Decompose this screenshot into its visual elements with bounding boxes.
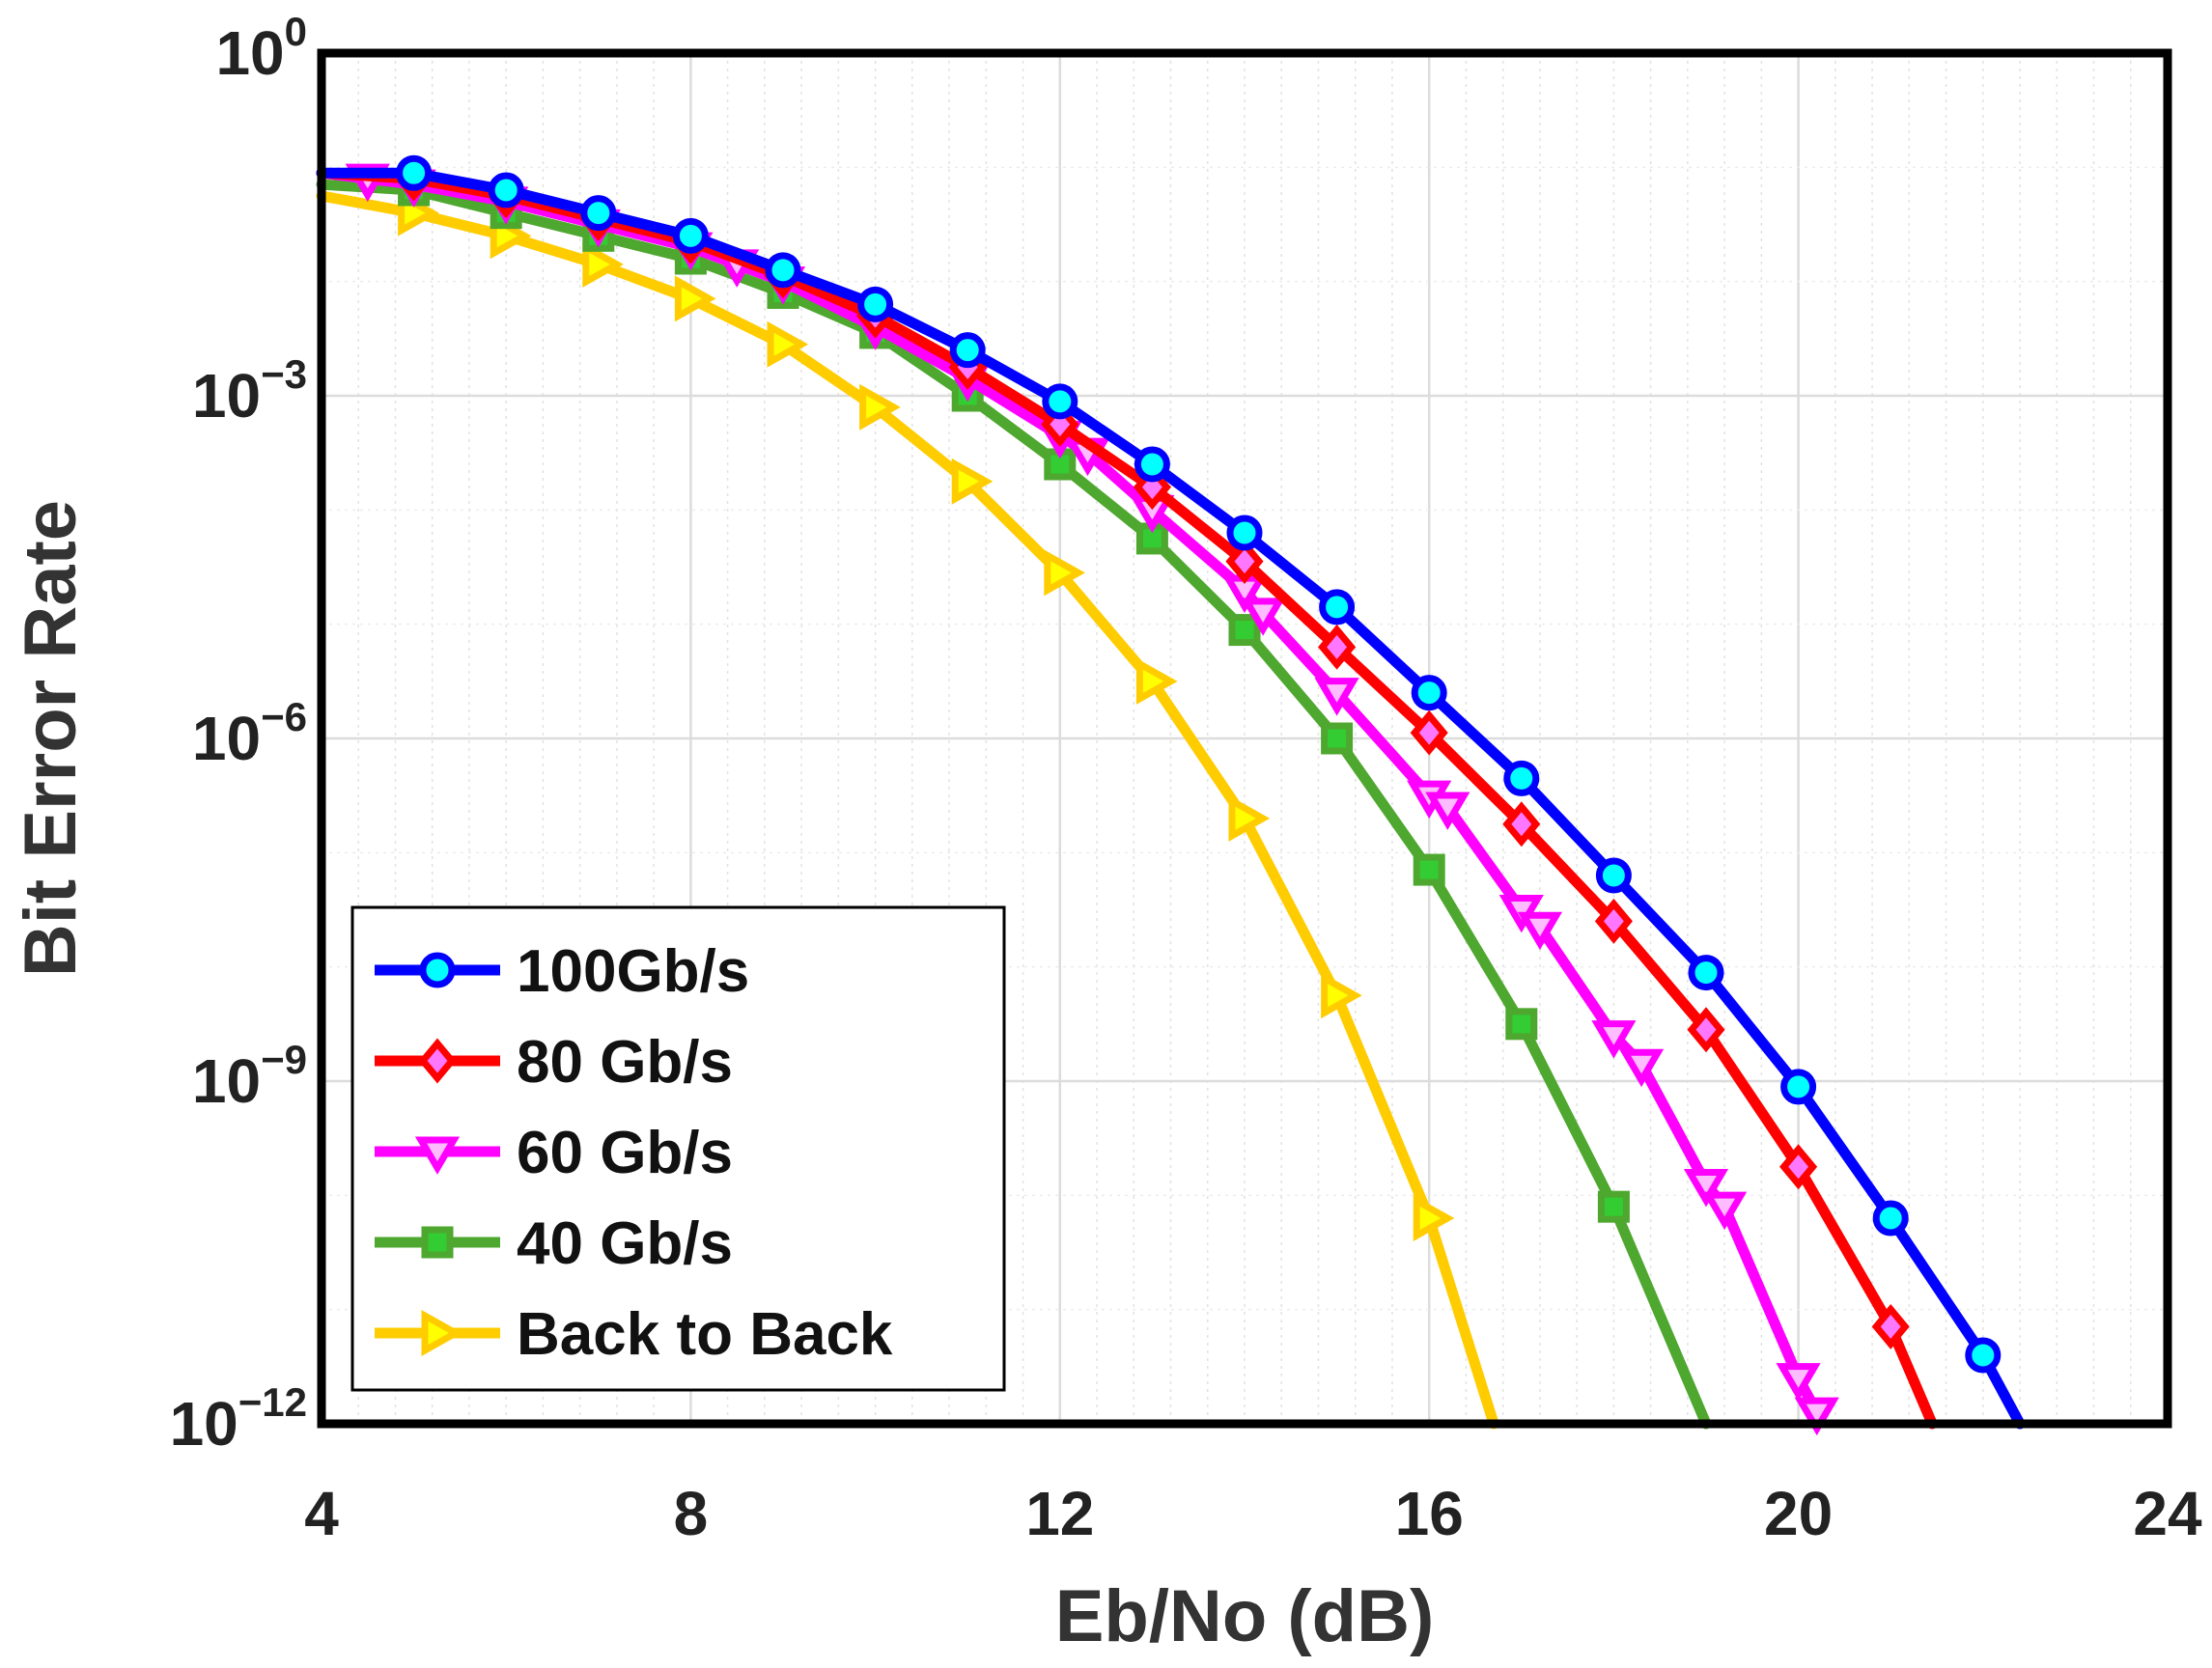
data-point <box>1780 1069 1817 1105</box>
data-point <box>949 332 986 369</box>
data-point <box>1687 1007 1725 1053</box>
data-point <box>1688 955 1724 991</box>
plot-frame <box>317 48 2172 1429</box>
data-point <box>488 172 524 208</box>
series-back-to-back <box>316 189 1499 1430</box>
legend-item: 40 Gb/s <box>375 1210 733 1277</box>
legend-marker <box>421 1226 454 1259</box>
data-point <box>1135 657 1178 705</box>
legend-marker <box>414 1136 461 1175</box>
data-point <box>1314 678 1359 716</box>
data-point <box>582 240 624 288</box>
data-point <box>765 252 801 289</box>
data-point <box>1413 1195 1455 1241</box>
data-point <box>1410 709 1448 756</box>
data-point <box>396 154 433 191</box>
legend-marker <box>419 952 456 988</box>
x-axis-title: Eb/No (dB) <box>1055 1575 1435 1657</box>
x-tick-label: 8 <box>674 1479 709 1548</box>
legend-label: 80 Gb/s <box>517 1029 733 1096</box>
data-point <box>857 286 894 322</box>
series-layer <box>316 154 2026 1436</box>
data-point <box>1042 383 1078 420</box>
legend-label: 40 Gb/s <box>517 1210 733 1277</box>
legend-marker <box>418 1038 457 1084</box>
data-point <box>1321 972 1362 1019</box>
data-point <box>1321 722 1354 755</box>
data-point <box>1965 1337 2002 1374</box>
data-point <box>1411 675 1447 711</box>
legend-item: 100Gb/s <box>375 938 749 1005</box>
legend-label: 60 Gb/s <box>517 1120 733 1186</box>
series-100gb-s <box>316 154 2026 1430</box>
data-point <box>767 320 809 368</box>
y-tick-label: 10−3 <box>192 351 307 431</box>
data-point <box>1776 1363 1821 1402</box>
legend-item: 60 Gb/s <box>375 1120 733 1186</box>
data-point <box>1319 589 1356 626</box>
series-line <box>316 179 1712 1430</box>
y-tick-label: 10−12 <box>170 1379 307 1459</box>
data-point <box>672 217 709 254</box>
data-point <box>1871 1303 1910 1349</box>
legend-label: Back to Back <box>517 1301 893 1368</box>
data-point <box>1228 614 1261 647</box>
data-point <box>1225 539 1264 585</box>
legend-item: 80 Gb/s <box>375 1029 733 1096</box>
data-point <box>1044 549 1085 597</box>
legend: 100Gb/s 80 Gb/s 60 Gb/s 40 Gb/s Back to … <box>350 905 1006 1392</box>
legend-item: Back to Back <box>375 1301 893 1368</box>
data-point <box>1594 898 1633 944</box>
data-point <box>1413 853 1445 886</box>
data-point <box>580 195 617 232</box>
data-point <box>1517 911 1563 951</box>
data-point <box>1318 624 1357 670</box>
data-point <box>1226 514 1263 551</box>
y-tick-label: 10−9 <box>192 1037 307 1116</box>
data-point <box>1505 1008 1538 1041</box>
data-point <box>1503 760 1540 796</box>
x-tick-label: 24 <box>2133 1479 2202 1548</box>
x-tick-label: 16 <box>1395 1479 1464 1548</box>
data-point <box>674 275 716 322</box>
data-point <box>1872 1200 1909 1237</box>
legend-label: 100Gb/s <box>517 938 749 1005</box>
data-point <box>1425 792 1470 830</box>
data-point <box>1618 1048 1665 1088</box>
data-point <box>1228 794 1271 842</box>
data-point <box>1241 598 1286 636</box>
x-tick-label: 4 <box>304 1479 339 1548</box>
data-point <box>951 458 994 505</box>
x-tick-label: 20 <box>1764 1479 1833 1548</box>
x-tick-labels: 4 8 12 16 20 24 <box>304 1479 2202 1548</box>
y-tick-labels: 100 10−3 10−6 10−9 10−12 <box>170 9 307 1459</box>
data-point <box>1683 1169 1729 1208</box>
data-point <box>1134 446 1170 483</box>
y-tick-label: 100 <box>215 9 307 88</box>
x-tick-label: 12 <box>1025 1479 1094 1548</box>
y-axis-title: Bit Error Rate <box>10 500 92 977</box>
legend-marker <box>421 1310 463 1356</box>
y-tick-label: 10−6 <box>192 694 307 773</box>
data-point <box>1597 1190 1630 1223</box>
data-point <box>1591 1020 1637 1059</box>
data-point <box>1779 1144 1818 1190</box>
data-point <box>1502 801 1541 848</box>
data-point <box>859 383 901 431</box>
data-point <box>1702 1191 1748 1231</box>
data-point <box>1595 857 1632 894</box>
data-point <box>1794 1397 1839 1436</box>
